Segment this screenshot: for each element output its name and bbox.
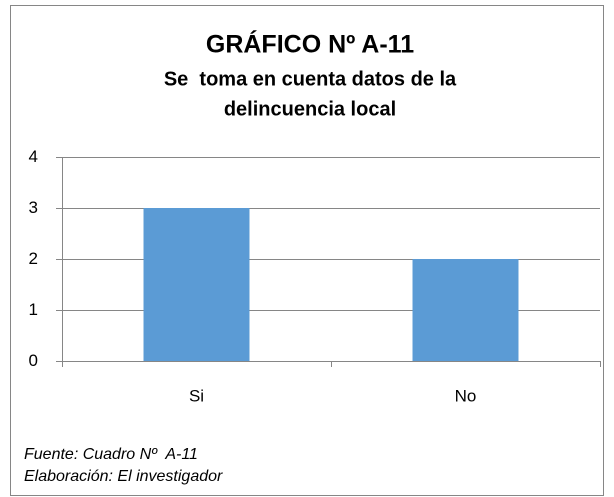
chart-title: GRÁFICO Nº A-11 bbox=[206, 30, 414, 59]
author-note: Elaboración: El investigador bbox=[24, 468, 223, 485]
bar bbox=[412, 259, 519, 361]
x-tick-label: No bbox=[455, 386, 477, 405]
x-tick-label: Si bbox=[189, 386, 204, 405]
y-tick-label: 4 bbox=[29, 147, 38, 166]
chart-border bbox=[10, 5, 604, 496]
source-note: Fuente: Cuadro Nº A-11 bbox=[24, 446, 198, 463]
bar bbox=[143, 208, 250, 361]
y-tick-label: 0 bbox=[29, 351, 38, 370]
y-tick-label: 2 bbox=[29, 249, 38, 268]
chart-subtitle: Se toma en cuenta datos de la bbox=[164, 68, 457, 90]
y-tick-label: 3 bbox=[29, 198, 38, 217]
y-tick-label: 1 bbox=[29, 300, 38, 319]
chart-subtitle: delincuencia local bbox=[224, 98, 396, 120]
